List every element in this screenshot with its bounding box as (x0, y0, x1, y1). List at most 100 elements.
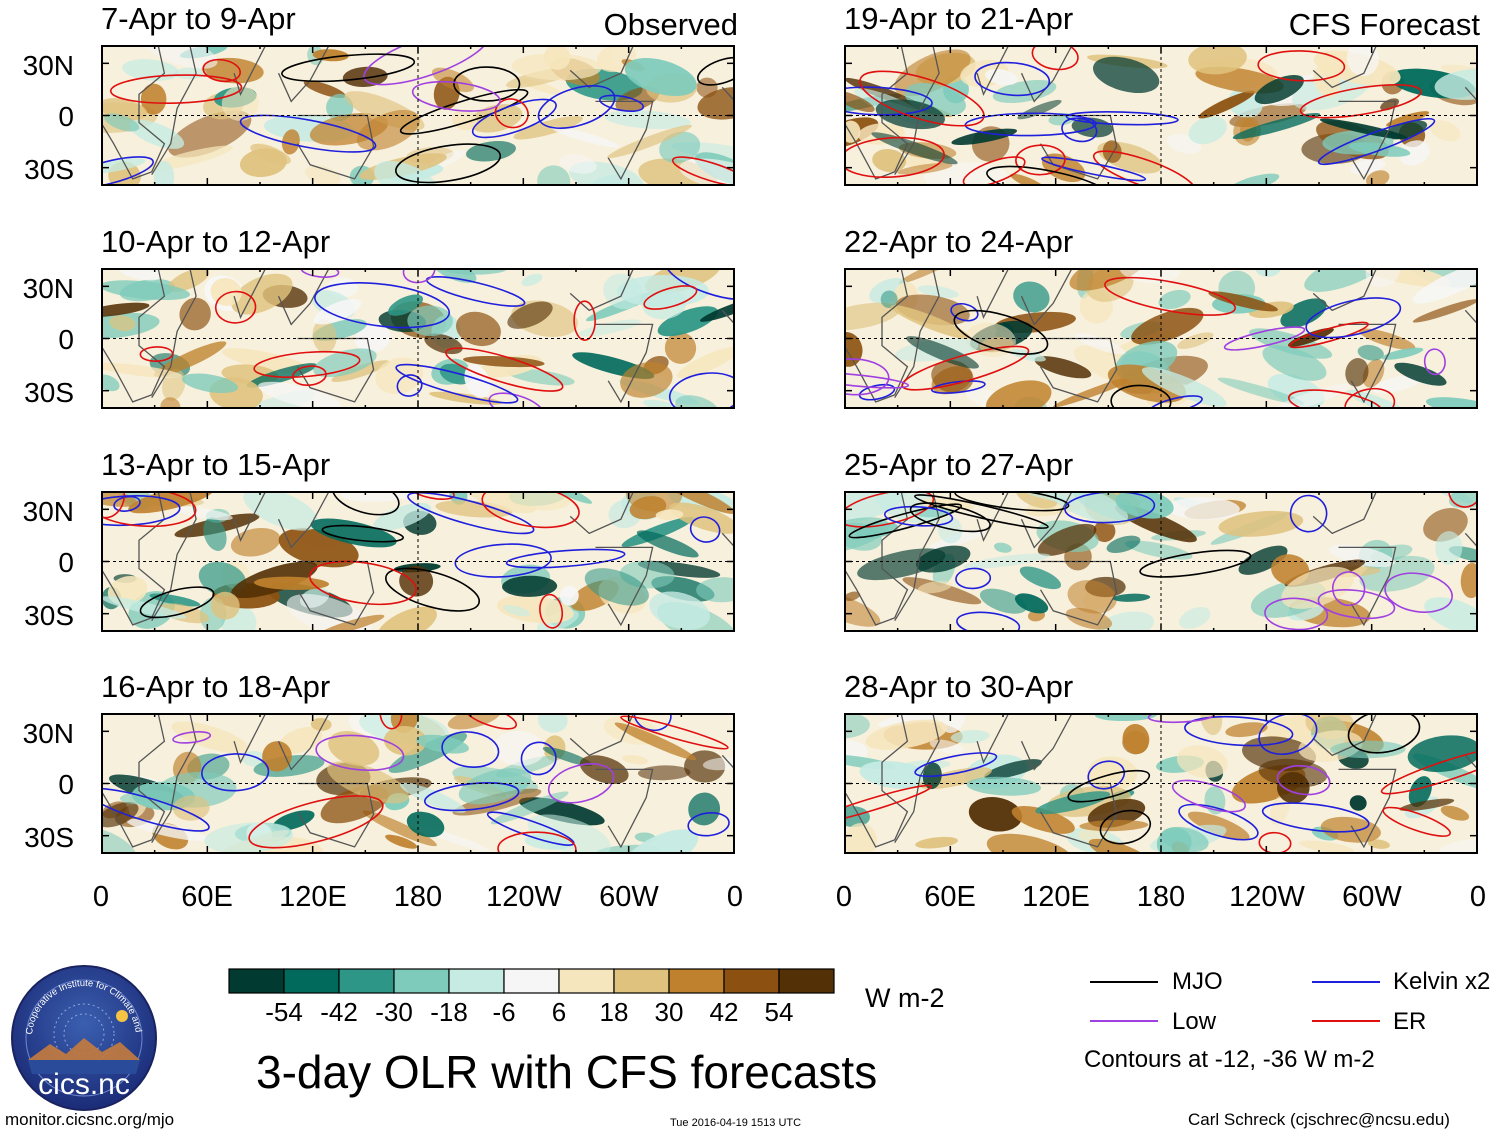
lon-label: 180 (393, 881, 443, 913)
olr-anomaly-blob (985, 68, 1018, 86)
olr-anomaly-blob (313, 299, 362, 325)
lon-label: 0 (1469, 881, 1487, 913)
contour-line (1423, 348, 1446, 376)
legend-label-er: ER (1393, 1008, 1427, 1035)
contour-line (101, 787, 210, 832)
coastline (1459, 713, 1478, 771)
olr-anomaly-blob (140, 83, 167, 115)
contour-line (1288, 321, 1369, 349)
olr-anomaly-blob (649, 591, 710, 630)
olr-anomaly-blob (153, 341, 227, 377)
contour-line (848, 503, 963, 539)
olr-anomaly-blob (1372, 374, 1422, 394)
contour-line (481, 491, 580, 529)
olr-anomaly-blob (656, 491, 735, 514)
contour-line (1384, 572, 1453, 613)
olr-anomaly-blob (210, 591, 240, 620)
olr-anomaly-blob (1258, 758, 1328, 788)
olr-anomaly-blob (104, 113, 140, 132)
olr-anomaly-blob (1112, 593, 1151, 602)
olr-anomaly-blob (1238, 545, 1288, 575)
olr-anomaly-blob (1346, 45, 1379, 77)
olr-anomaly-blob (167, 268, 210, 293)
olr-anomaly-blob (1156, 827, 1192, 854)
panel-title: 19-Apr to 21-Apr (844, 1, 1074, 36)
contour-line (139, 586, 215, 619)
olr-anomaly-blob (696, 577, 735, 603)
olr-anomaly-blob (101, 801, 139, 828)
contour-line (281, 53, 416, 83)
olr-anomaly-blob (621, 516, 694, 547)
olr-anomaly-blob (521, 273, 543, 287)
olr-anomaly-blob (1093, 520, 1116, 543)
olr-anomaly-blob (1412, 299, 1478, 323)
olr-anomaly-blob (439, 363, 472, 385)
olr-anomaly-blob (622, 755, 649, 765)
olr-map (844, 45, 1478, 186)
olr-anomaly-blob (179, 297, 211, 331)
colorbar-tick-label: 6 (551, 997, 567, 1027)
olr-anomaly-blob (101, 827, 138, 854)
contour-line (309, 560, 417, 606)
contour-line (909, 502, 991, 533)
contour-line (914, 752, 998, 778)
contour-line (697, 56, 735, 86)
lat-label-30n: 30N (22, 50, 74, 81)
coastline (544, 268, 635, 312)
coastline (272, 268, 330, 326)
colorbar-swatch (283, 968, 340, 994)
olr-anomaly-blob (1262, 345, 1327, 381)
olr-anomaly-blob (281, 129, 300, 155)
olr-map (101, 45, 735, 186)
olr-anomaly-blob (968, 796, 1023, 832)
contour-line (599, 94, 645, 112)
olr-anomaly-blob (950, 730, 990, 744)
contour-line (494, 98, 529, 129)
olr-anomaly-blob (559, 585, 579, 606)
olr-map (101, 713, 735, 854)
legend-label-low: Low (1172, 1008, 1217, 1035)
olr-anomaly-blob (1204, 786, 1226, 815)
lon-label: 60E (924, 881, 976, 913)
olr-anomaly-blob (992, 79, 1057, 104)
lon-label: 180 (1136, 881, 1186, 913)
colorbar-tick-label: -30 (375, 997, 413, 1027)
colorbar-swatch (778, 968, 835, 994)
olr-anomaly-blob (890, 305, 970, 339)
olr-anomaly-blob (310, 717, 332, 731)
contour-line (1261, 802, 1370, 833)
olr-anomaly-blob (844, 591, 861, 601)
lat-label-0: 0 (58, 324, 74, 355)
coastline (1459, 45, 1478, 103)
lon-label: 120W (486, 881, 562, 913)
panel-title: 13-Apr to 15-Apr (101, 447, 331, 482)
olr-anomaly-blob (1188, 116, 1227, 145)
olr-anomaly-blob (1357, 344, 1384, 361)
contour-line (643, 285, 698, 310)
olr-anomaly-blob (109, 315, 136, 332)
footer-url[interactable]: monitor.cicsnc.org/mjo (5, 1110, 175, 1129)
olr-anomaly-blob (258, 381, 342, 409)
colorbar-tick-label: 54 (764, 997, 794, 1027)
olr-anomaly-blob (625, 491, 683, 512)
contour-line (395, 363, 519, 404)
olr-anomaly-blob (101, 596, 187, 619)
olr-anomaly-blob (979, 588, 1027, 614)
colorbar-swatch (558, 968, 615, 994)
contour-line (423, 782, 520, 812)
olr-anomaly-blob (1125, 540, 1193, 560)
olr-anomaly-blob (614, 722, 697, 761)
olr-anomaly-blob (655, 509, 684, 521)
olr-anomaly-blob (312, 319, 337, 354)
header-observed: Observed (603, 7, 738, 42)
olr-anomaly-blob (304, 165, 341, 186)
olr-anomaly-blob (1067, 580, 1117, 614)
olr-anomaly-blob (101, 280, 191, 301)
olr-anomaly-blob (871, 132, 958, 165)
olr-anomaly-blob (951, 128, 1018, 145)
coastline (716, 45, 735, 103)
olr-anomaly-blob (1106, 535, 1141, 554)
olr-anomaly-blob (383, 726, 427, 756)
olr-anomaly-blob (101, 302, 150, 317)
contour-line (687, 812, 730, 837)
